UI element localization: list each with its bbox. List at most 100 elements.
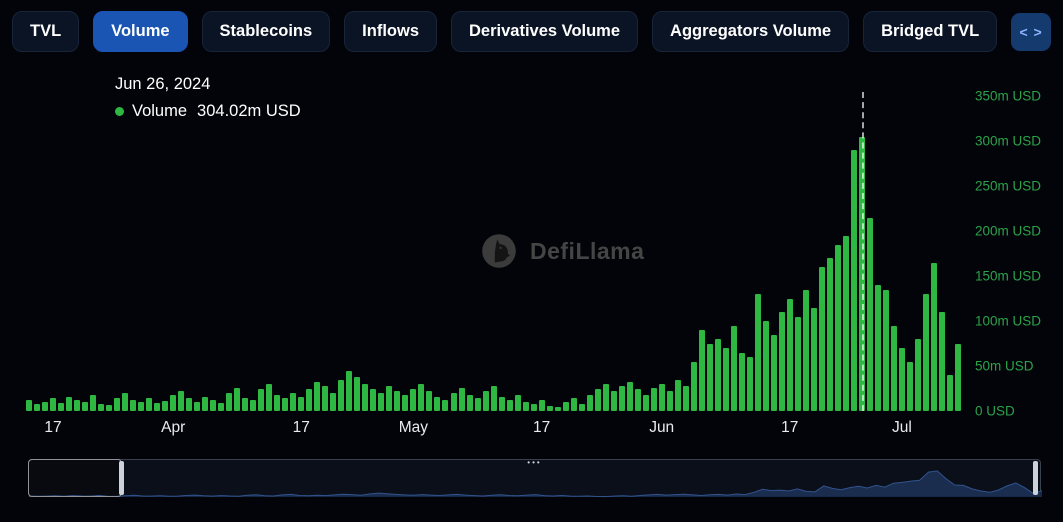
volume-bar[interactable] xyxy=(514,394,521,411)
volume-bar[interactable] xyxy=(114,398,121,411)
volume-bar[interactable] xyxy=(394,391,401,411)
brush-unselected-region[interactable] xyxy=(28,459,122,497)
volume-bar[interactable] xyxy=(730,325,737,411)
volume-bar[interactable] xyxy=(450,393,457,411)
volume-bar[interactable] xyxy=(234,387,241,411)
tab-volume[interactable]: Volume xyxy=(93,11,188,52)
volume-bar[interactable] xyxy=(770,334,777,411)
brush-right-handle[interactable] xyxy=(1033,461,1038,495)
volume-bar[interactable] xyxy=(82,402,89,411)
volume-bar[interactable] xyxy=(610,391,617,411)
volume-bar[interactable] xyxy=(338,379,345,411)
tab-bridged-tvl[interactable]: Bridged TVL xyxy=(863,11,998,52)
volume-bar[interactable] xyxy=(250,400,257,411)
volume-bar[interactable] xyxy=(434,396,441,411)
volume-bar[interactable] xyxy=(226,393,233,411)
volume-bar[interactable] xyxy=(186,398,193,411)
volume-bar[interactable] xyxy=(546,405,553,411)
volume-bar[interactable] xyxy=(570,398,577,411)
volume-bar[interactable] xyxy=(50,398,56,411)
volume-bar[interactable] xyxy=(834,244,841,411)
volume-bar[interactable] xyxy=(154,402,161,411)
volume-bar[interactable] xyxy=(42,402,48,411)
volume-bar[interactable] xyxy=(778,312,785,411)
volume-bar[interactable] xyxy=(162,401,169,411)
volume-bar[interactable] xyxy=(506,400,513,411)
volume-bar[interactable] xyxy=(786,298,793,411)
volume-bar[interactable] xyxy=(306,388,313,411)
volume-bar[interactable] xyxy=(298,396,305,411)
volume-bar[interactable] xyxy=(666,391,673,411)
volume-bar[interactable] xyxy=(322,385,329,411)
volume-bar[interactable] xyxy=(586,394,593,411)
brush-move-dots[interactable]: ••• xyxy=(527,458,542,467)
volume-bar[interactable] xyxy=(266,384,273,411)
volume-bar[interactable] xyxy=(850,150,857,411)
volume-bar[interactable] xyxy=(346,370,353,411)
tab-derivatives-volume[interactable]: Derivatives Volume xyxy=(451,11,639,52)
volume-bar[interactable] xyxy=(594,388,601,411)
volume-bar[interactable] xyxy=(906,361,913,411)
volume-bar[interactable] xyxy=(810,307,817,411)
volume-bar[interactable] xyxy=(290,393,297,411)
volume-bar[interactable] xyxy=(923,294,929,411)
tab-stablecoins[interactable]: Stablecoins xyxy=(201,11,331,52)
volume-bar[interactable] xyxy=(722,348,729,411)
volume-bar[interactable] xyxy=(874,285,881,411)
volume-bar[interactable] xyxy=(178,391,185,411)
volume-bar[interactable] xyxy=(562,402,569,411)
volume-bar[interactable] xyxy=(426,391,433,411)
volume-bar[interactable] xyxy=(818,267,825,411)
volume-bar[interactable] xyxy=(370,388,377,411)
volume-bar[interactable] xyxy=(530,403,537,411)
volume-bar[interactable] xyxy=(314,382,321,411)
volume-bar[interactable] xyxy=(362,384,369,411)
volume-bar[interactable] xyxy=(842,235,849,411)
volume-bar[interactable] xyxy=(642,394,649,411)
volume-bar[interactable] xyxy=(218,402,225,411)
volume-bar[interactable] xyxy=(947,375,953,411)
volume-bar[interactable] xyxy=(674,379,681,411)
embed-code-button[interactable]: < > xyxy=(1011,12,1051,51)
volume-bar[interactable] xyxy=(706,343,713,411)
volume-bar[interactable] xyxy=(898,348,905,411)
volume-bar[interactable] xyxy=(26,400,32,411)
volume-bar[interactable] xyxy=(754,294,761,411)
volume-bar[interactable] xyxy=(210,400,217,411)
volume-bar[interactable] xyxy=(498,396,505,411)
volume-bar[interactable] xyxy=(538,400,545,411)
volume-bar[interactable] xyxy=(170,394,177,411)
volume-bar[interactable] xyxy=(794,316,801,411)
volume-bar[interactable] xyxy=(242,397,249,411)
volume-bar[interactable] xyxy=(202,396,209,411)
volume-bar[interactable] xyxy=(939,312,945,411)
volume-bar[interactable] xyxy=(626,382,633,411)
volume-bar[interactable] xyxy=(955,343,961,411)
volume-bar[interactable] xyxy=(258,389,265,411)
volume-bar[interactable] xyxy=(522,402,529,411)
volume-bar[interactable] xyxy=(931,262,937,411)
volume-bar[interactable] xyxy=(602,384,609,411)
volume-bar[interactable] xyxy=(658,384,665,411)
volume-bar[interactable] xyxy=(330,393,337,411)
volume-bar[interactable] xyxy=(418,384,425,411)
volume-bar[interactable] xyxy=(90,394,97,411)
brush-selection[interactable] xyxy=(122,460,1040,496)
tab-tvl[interactable]: TVL xyxy=(12,11,80,52)
tab-inflows[interactable]: Inflows xyxy=(344,11,438,52)
volume-bar[interactable] xyxy=(146,397,153,411)
volume-bar[interactable] xyxy=(762,321,769,411)
volume-bar[interactable] xyxy=(354,376,361,411)
volume-bar[interactable] xyxy=(138,402,145,411)
volume-bar[interactable] xyxy=(682,385,689,411)
volume-bar[interactable] xyxy=(914,339,921,411)
volume-bar[interactable] xyxy=(802,289,809,411)
volume-bar[interactable] xyxy=(122,393,129,411)
volume-bar[interactable] xyxy=(194,402,201,411)
volume-bar[interactable] xyxy=(466,394,473,411)
volume-bar[interactable] xyxy=(866,217,873,411)
volume-bar[interactable] xyxy=(482,391,489,411)
volume-bar[interactable] xyxy=(882,289,889,411)
volume-bar[interactable] xyxy=(554,406,561,411)
volume-bar[interactable] xyxy=(474,398,481,411)
